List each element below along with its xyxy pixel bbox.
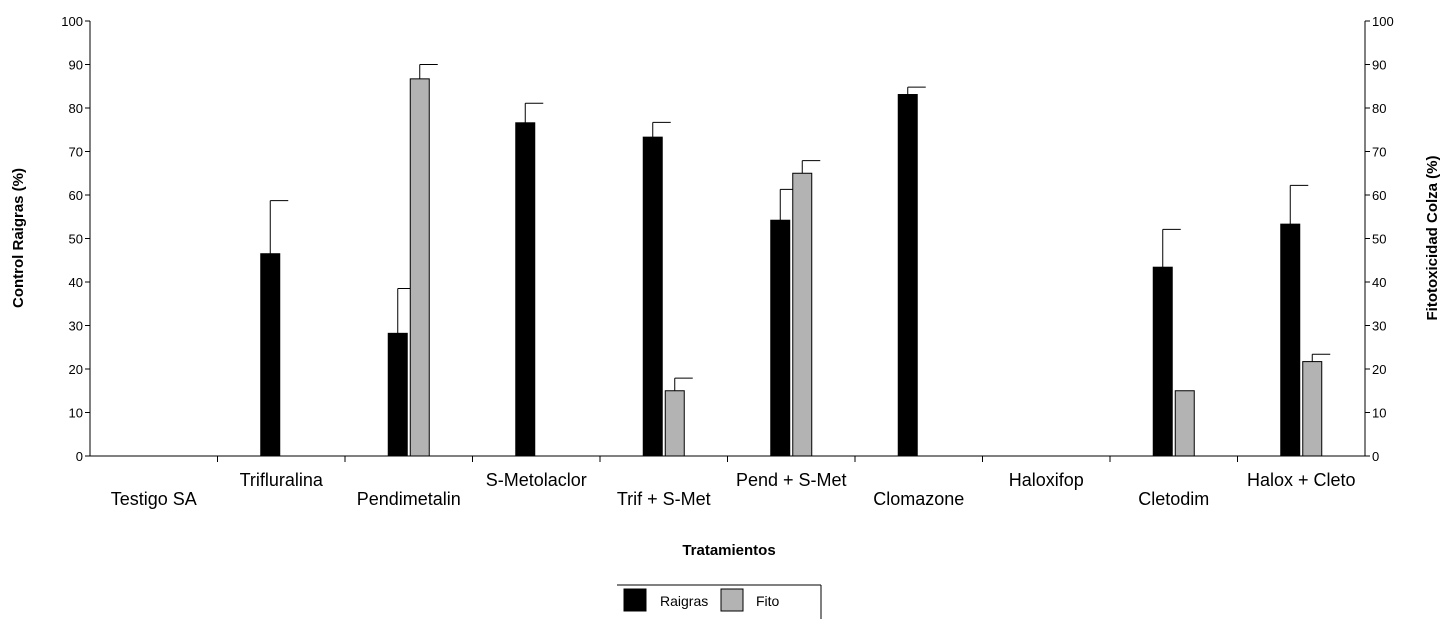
- category-labels: Testigo SA Trifluralina Pendimetalin S-Meto…: [111, 470, 1356, 509]
- bar-fito: [792, 172, 813, 457]
- y-tick-label: 10: [69, 406, 83, 421]
- category-label: Haloxifop: [1009, 470, 1084, 490]
- x-axis-title: Tratamientos: [682, 542, 775, 559]
- y-tick-label: 90: [69, 58, 83, 73]
- y-tick-label: 20: [69, 362, 83, 377]
- y2-tick-label: 80: [1372, 101, 1386, 116]
- bar-raigras: [897, 94, 918, 457]
- y2-tick-label: 60: [1372, 188, 1386, 203]
- bar-raigras: [770, 219, 791, 457]
- right-axis-ticks: 0 10 20 30 40 50 60 70 80 90 100: [1365, 14, 1394, 464]
- legend-swatch-raigras: [623, 588, 647, 612]
- y2-tick-label: 100: [1372, 14, 1394, 29]
- y2-tick-label: 90: [1372, 58, 1386, 73]
- category-label: S-Metolaclor: [486, 470, 587, 490]
- bar-raigras: [1152, 266, 1173, 457]
- bar-fito: [1174, 390, 1195, 457]
- left-axis-ticks: 0 10 20 30 40 50 60 70 80 90 100: [61, 14, 90, 464]
- legend-label-raigras: Raigras: [660, 593, 708, 609]
- bar-fito: [1302, 361, 1323, 457]
- y-tick-label: 0: [76, 449, 83, 464]
- y2-axis-title: Fitotoxicidad Colza (%): [1424, 155, 1441, 320]
- y-tick-label: 100: [61, 14, 83, 29]
- y2-tick-label: 10: [1372, 406, 1386, 421]
- y-tick-label: 60: [69, 188, 83, 203]
- y-tick-label: 30: [69, 319, 83, 334]
- legend: Raigras Fito: [617, 584, 822, 619]
- category-label: Pendimetalin: [357, 489, 461, 509]
- y-tick-label: 70: [69, 145, 83, 160]
- y2-tick-label: 0: [1372, 449, 1379, 464]
- y2-tick-label: 30: [1372, 319, 1386, 334]
- category-label: Trif + S-Met: [617, 489, 711, 509]
- category-label: Testigo SA: [111, 489, 197, 509]
- bar-raigras: [387, 332, 408, 457]
- legend-swatch-fito: [720, 588, 744, 612]
- bar-fito: [664, 390, 685, 457]
- bar-raigras: [642, 136, 663, 457]
- bar-raigras: [1280, 223, 1301, 457]
- category-label: Halox + Cleto: [1247, 470, 1356, 490]
- y-axis-title: Control Raigras (%): [10, 168, 27, 308]
- y-tick-label: 40: [69, 275, 83, 290]
- bar-raigras: [515, 122, 536, 457]
- category-label: Cletodim: [1138, 489, 1209, 509]
- x-axis-ticks: [217, 456, 1238, 462]
- y-tick-label: 80: [69, 101, 83, 116]
- y2-tick-label: 40: [1372, 275, 1386, 290]
- bars: [260, 64, 1331, 457]
- y2-tick-label: 20: [1372, 362, 1386, 377]
- bar-raigras: [260, 253, 281, 457]
- legend-label-fito: Fito: [756, 593, 780, 609]
- y2-tick-label: 70: [1372, 145, 1386, 160]
- category-label: Pend + S-Met: [736, 470, 847, 490]
- category-label: Clomazone: [873, 489, 964, 509]
- category-label: Trifluralina: [240, 470, 324, 490]
- y-tick-label: 50: [69, 232, 83, 247]
- bar-fito: [409, 78, 430, 457]
- y2-tick-label: 50: [1372, 232, 1386, 247]
